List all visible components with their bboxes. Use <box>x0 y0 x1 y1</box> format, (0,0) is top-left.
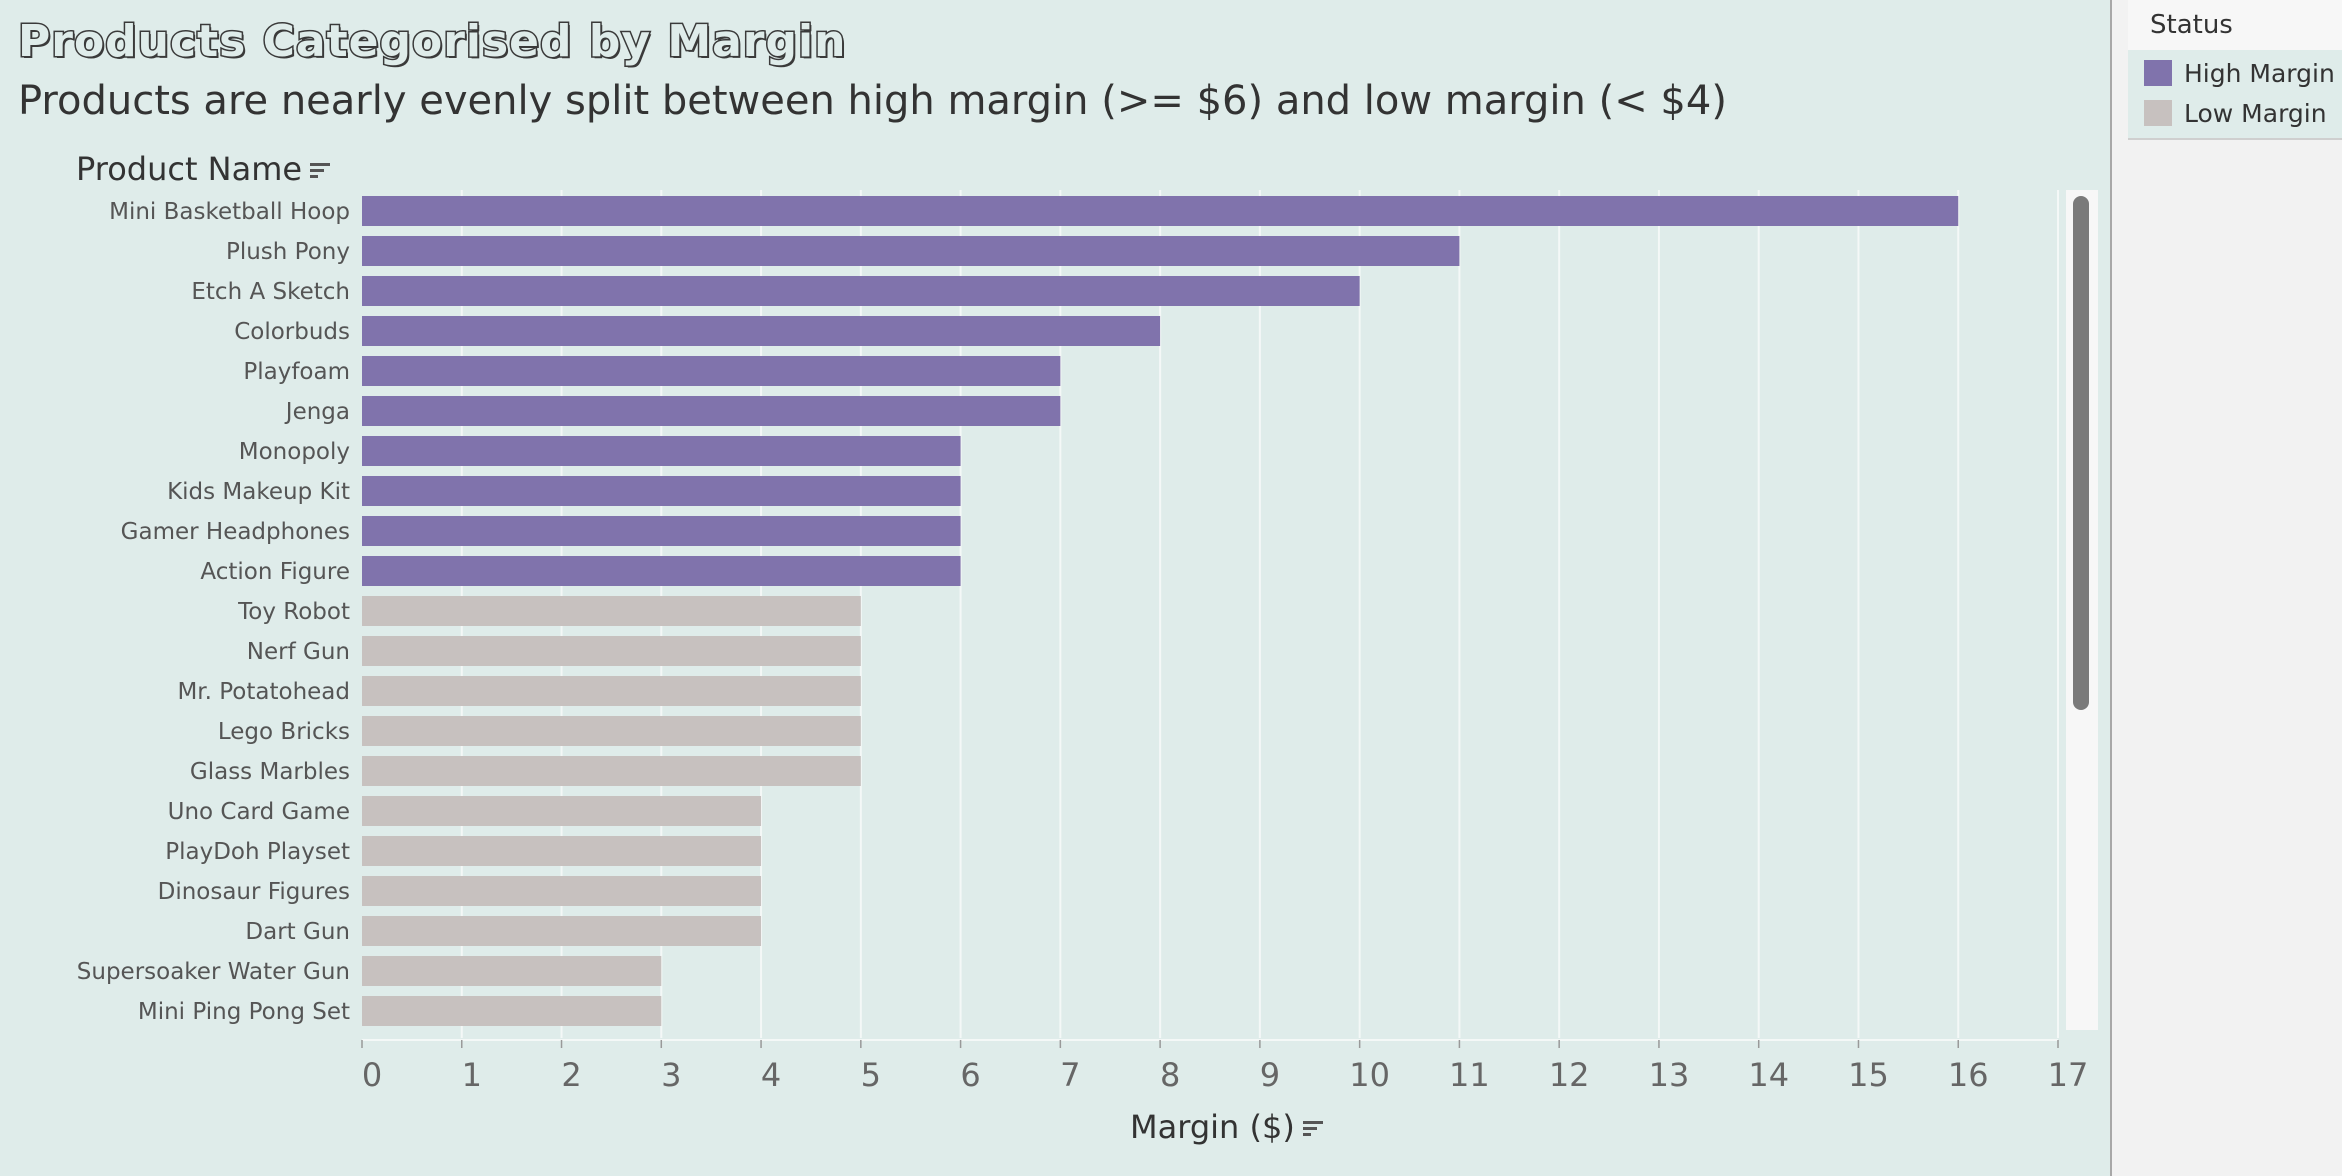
category-label[interactable]: Dinosaur Figures <box>158 879 350 905</box>
x-tick-label: 13 <box>1649 1056 1690 1094</box>
legend-swatch-low-margin <box>2144 100 2172 126</box>
category-label[interactable]: Monopoly <box>239 439 350 465</box>
rows-header-label: Product Name <box>76 150 303 188</box>
category-label[interactable]: Gamer Headphones <box>121 519 350 545</box>
category-label[interactable]: Mini Ping Pong Set <box>138 999 350 1025</box>
bar[interactable] <box>362 276 1360 306</box>
category-label[interactable]: Uno Card Game <box>168 799 350 825</box>
x-tick-label: 6 <box>960 1056 980 1094</box>
bar[interactable] <box>362 356 1061 386</box>
legend-label: High Margin <box>2184 58 2335 88</box>
x-tick-label: 11 <box>1449 1056 1490 1094</box>
category-label[interactable]: Kids Makeup Kit <box>167 479 350 505</box>
category-label[interactable]: Jenga <box>284 399 350 425</box>
x-tick-label: 17 <box>2048 1056 2089 1094</box>
bar[interactable] <box>362 236 1460 266</box>
bar[interactable] <box>362 916 762 946</box>
x-axis-title[interactable]: Margin ($) <box>1130 1108 1325 1148</box>
category-label[interactable]: Mr. Potatohead <box>177 679 350 705</box>
chart-title: Products Categorised by Margin <box>16 15 847 69</box>
category-label[interactable]: Lego Bricks <box>218 719 350 745</box>
x-tick-label: 5 <box>861 1056 881 1094</box>
x-tick-label: 9 <box>1260 1056 1280 1094</box>
legend-panel: Status High Margin Low Margin <box>2110 0 2342 1176</box>
category-label[interactable]: Dart Gun <box>245 919 350 945</box>
bar[interactable] <box>362 476 961 506</box>
category-label[interactable]: PlayDoh Playset <box>165 839 350 865</box>
bar[interactable] <box>362 756 861 786</box>
bar[interactable] <box>362 436 961 466</box>
bar[interactable] <box>362 516 961 546</box>
category-label[interactable]: Colorbuds <box>234 319 350 345</box>
category-label[interactable]: Nerf Gun <box>247 639 350 665</box>
scrollbar-thumb[interactable] <box>2073 196 2089 710</box>
x-tick-label: 4 <box>761 1056 781 1094</box>
category-label[interactable]: Playfoam <box>243 359 350 385</box>
legend-item-high-margin[interactable]: High Margin <box>2144 56 2335 90</box>
legend: Status High Margin Low Margin <box>2128 0 2342 140</box>
bar[interactable] <box>362 876 762 906</box>
vertical-scrollbar[interactable] <box>2066 190 2098 1030</box>
bar-chart: Mini Basketball Hoop Plush Pony Etch A Ske… <box>77 190 2089 1094</box>
sort-icon[interactable] <box>308 152 332 190</box>
legend-label: Low Margin <box>2184 98 2327 128</box>
category-label[interactable]: Supersoaker Water Gun <box>77 959 350 985</box>
category-label[interactable]: Etch A Sketch <box>191 279 350 305</box>
bar[interactable] <box>362 996 662 1026</box>
x-tick-label: 15 <box>1848 1056 1889 1094</box>
x-tick-label: 3 <box>661 1056 681 1094</box>
category-label[interactable]: Action Figure <box>200 559 350 585</box>
category-label[interactable]: Toy Robot <box>237 599 350 625</box>
bar[interactable] <box>362 636 861 666</box>
x-axis-ticks: 0 1 2 3 4 5 6 7 8 9 10 11 12 13 14 15 16 17 <box>361 1040 2089 1094</box>
category-labels: Mini Basketball Hoop Plush Pony Etch A Ske… <box>77 199 350 1025</box>
category-label[interactable]: Mini Basketball Hoop <box>109 199 350 225</box>
x-tick-label: 8 <box>1160 1056 1180 1094</box>
x-tick-label: 7 <box>1060 1056 1080 1094</box>
x-tick-label: 16 <box>1948 1056 1989 1094</box>
x-tick-label: 12 <box>1549 1056 1590 1094</box>
bars <box>362 196 1959 1026</box>
sort-icon[interactable] <box>1301 1110 1325 1148</box>
bar[interactable] <box>362 836 762 866</box>
bar[interactable] <box>362 676 861 706</box>
chart-subtitle: Products are nearly evenly split between… <box>18 78 1727 124</box>
bar[interactable] <box>362 316 1161 346</box>
rows-header[interactable]: Product Name <box>76 150 332 190</box>
bar[interactable] <box>362 956 662 986</box>
bar[interactable] <box>362 716 861 746</box>
legend-item-low-margin[interactable]: Low Margin <box>2144 96 2327 130</box>
x-tick-label: 2 <box>561 1056 581 1094</box>
bar[interactable] <box>362 196 1959 226</box>
category-label[interactable]: Glass Marbles <box>190 759 350 785</box>
x-tick-label: 1 <box>462 1056 482 1094</box>
category-label[interactable]: Plush Pony <box>226 239 350 265</box>
x-tick-label: 10 <box>1349 1056 1390 1094</box>
bar[interactable] <box>362 596 861 626</box>
bar[interactable] <box>362 556 961 586</box>
x-tick-label: 0 <box>362 1056 382 1094</box>
x-axis-title-label: Margin ($) <box>1130 1108 1295 1146</box>
legend-swatch-high-margin <box>2144 60 2172 86</box>
bar[interactable] <box>362 396 1061 426</box>
x-tick-label: 14 <box>1748 1056 1789 1094</box>
legend-title: Status <box>2128 0 2342 50</box>
bar[interactable] <box>362 796 762 826</box>
chart-worksheet: Products Categorised by Margin Products … <box>16 14 2098 1148</box>
